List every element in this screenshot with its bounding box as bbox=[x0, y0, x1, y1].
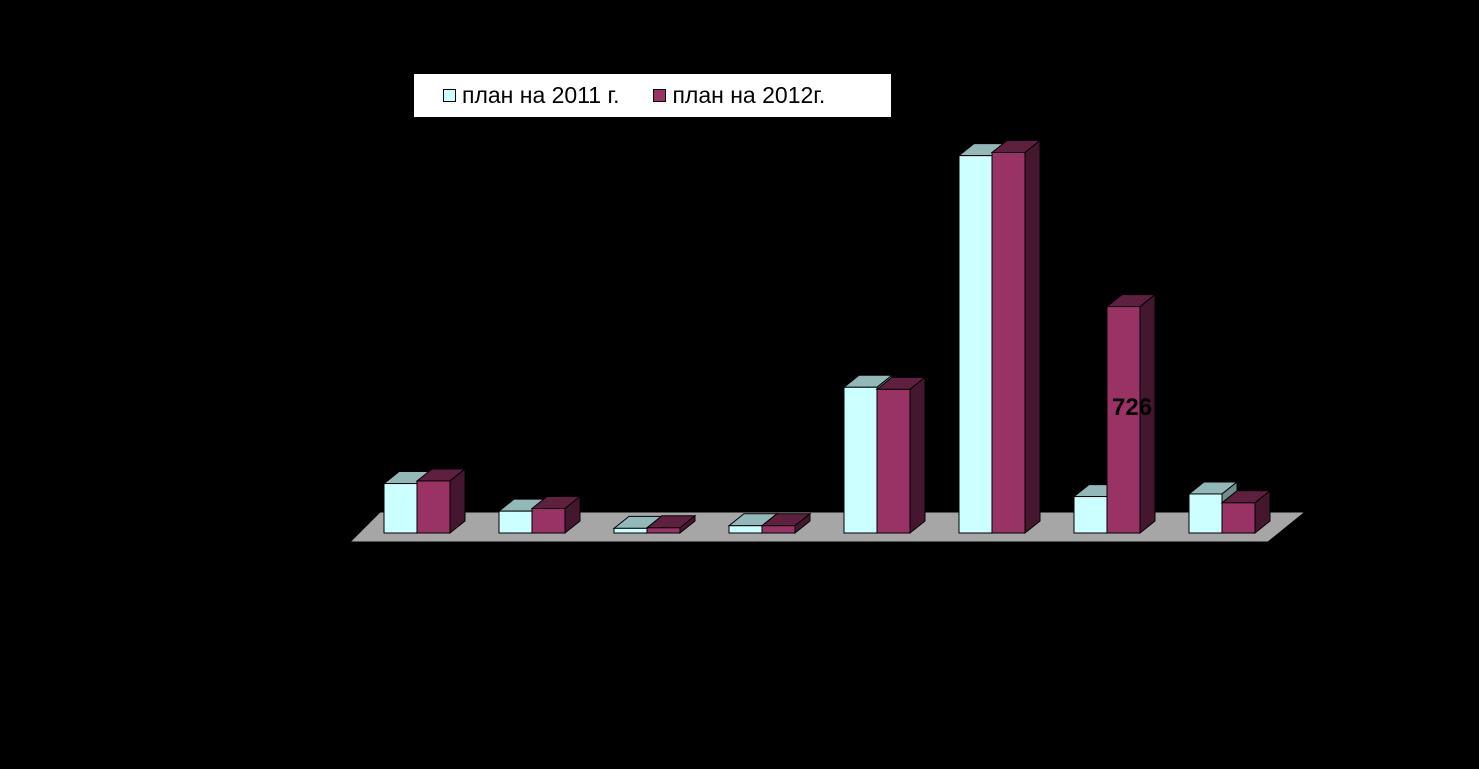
legend: план на 2011 г. план на 2012г. bbox=[414, 74, 891, 117]
data-label-1: 726 bbox=[1112, 394, 1152, 421]
legend-swatch-2011 bbox=[443, 89, 456, 102]
legend-item-2011: план на 2011 г. bbox=[443, 82, 619, 109]
bar-2012-5 bbox=[875, 376, 927, 535]
bar-2012-4 bbox=[760, 512, 812, 535]
bar-2012-2 bbox=[530, 495, 582, 535]
bar-2012-3 bbox=[645, 514, 697, 535]
chart-floor bbox=[348, 511, 1307, 543]
legend-item-2012: план на 2012г. bbox=[653, 82, 825, 109]
legend-label-2012: план на 2012г. bbox=[672, 82, 826, 108]
legend-label-2011: план на 2011 г. bbox=[462, 82, 620, 108]
bar-2012-6 bbox=[990, 139, 1042, 535]
bar-2012-7 bbox=[1105, 293, 1157, 535]
bar-2012-8 bbox=[1220, 489, 1272, 535]
bar-2012-1 bbox=[415, 467, 467, 535]
legend-swatch-2012 bbox=[653, 89, 667, 102]
